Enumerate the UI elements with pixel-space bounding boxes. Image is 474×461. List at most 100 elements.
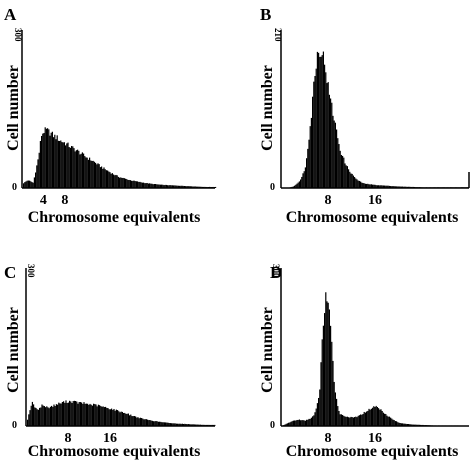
histogram-bar-b <box>320 56 322 188</box>
y-min-label-b: 0 <box>270 182 275 193</box>
histogram-bar-d <box>375 405 377 426</box>
histogram-bar-d <box>320 362 322 426</box>
histogram-bar-c <box>154 421 156 426</box>
histogram-bar-c <box>142 418 144 426</box>
histogram-bar-c <box>121 411 123 426</box>
y-max-label-c: 300 <box>26 264 36 278</box>
histogram-bar-b <box>309 126 311 188</box>
histogram-bar-a <box>24 182 26 188</box>
histogram-bar-a <box>111 173 113 188</box>
histogram-bars-b <box>288 51 470 189</box>
histogram-bar-a <box>182 185 184 188</box>
histogram-bar-c <box>31 401 33 426</box>
x-tick-labels-c: 8 16 <box>65 431 118 446</box>
histogram-bar-b <box>390 186 392 188</box>
histogram-bar-a <box>97 163 99 188</box>
histogram-bar-a <box>122 177 124 188</box>
x-tick-label-a: 8 <box>61 193 68 208</box>
histogram-bar-c <box>48 408 50 426</box>
histogram-bar-d <box>343 415 345 426</box>
histogram-bar-d <box>308 418 310 426</box>
histogram-bar-c <box>111 408 113 426</box>
histogram-bar-d <box>406 424 408 426</box>
histogram-bar-c <box>178 423 180 426</box>
histogram-bar-c <box>115 409 117 426</box>
histogram-bar-d <box>373 406 375 426</box>
histogram-bar-a <box>35 172 37 188</box>
histogram-bar-c <box>189 424 191 426</box>
histogram-bar-c <box>125 413 127 426</box>
histogram-bar-c <box>72 401 74 426</box>
x-tick-label-a: 4 <box>40 193 47 208</box>
histogram-bar-b <box>304 167 306 188</box>
histogram-bar-a <box>183 185 185 188</box>
y-min-label-d: 0 <box>270 420 275 431</box>
histogram-bar-d <box>321 339 323 426</box>
histogram-bar-a <box>86 157 88 188</box>
histogram-bar-d <box>292 420 294 426</box>
histogram-bar-a <box>103 167 105 188</box>
histogram-bar-a <box>127 179 129 188</box>
histogram-bar-c <box>70 401 72 426</box>
histogram-bar-d <box>326 301 328 426</box>
histogram-bar-a <box>191 186 193 188</box>
histogram-bar-b <box>314 76 316 188</box>
histogram-bar-c <box>131 416 133 426</box>
histogram-bar-c <box>123 412 125 426</box>
histogram-bar-b <box>342 155 344 188</box>
histogram-bar-b <box>351 173 353 188</box>
histogram-bar-a <box>90 160 92 188</box>
histogram-bar-b <box>361 182 363 188</box>
histogram-bar-a <box>117 176 119 188</box>
x-axis-title-a: Chromosome equivalents <box>28 209 201 226</box>
histogram-bar-a <box>192 186 194 188</box>
histogram-bar-c <box>177 423 179 426</box>
panel-letter-b: B <box>260 5 271 24</box>
histogram-bar-a <box>32 182 34 188</box>
histogram-bar-c <box>137 417 139 426</box>
histogram-bar-b <box>330 98 332 188</box>
histogram-bar-d <box>411 424 413 426</box>
histogram-bar-c <box>155 420 157 426</box>
histogram-bar-a <box>119 177 121 188</box>
histogram-bar-a <box>151 183 153 188</box>
histogram-bar-b <box>302 173 304 188</box>
histogram-bar-a <box>153 184 155 188</box>
histogram-bar-c <box>57 404 59 426</box>
histogram-bar-c <box>45 407 47 426</box>
histogram-bar-b <box>362 182 364 188</box>
histogram-bar-a <box>180 185 182 188</box>
histogram-bar-a <box>145 183 147 188</box>
histogram-bar-a <box>128 179 130 188</box>
histogram-bar-b <box>391 186 393 188</box>
histogram-bar-a <box>177 185 179 188</box>
histogram-bar-a <box>152 184 154 188</box>
histogram-bar-a <box>107 170 109 188</box>
histogram-bar-c <box>99 405 101 426</box>
histogram-bar-b <box>307 148 309 188</box>
histogram-bar-c <box>120 411 122 426</box>
histogram-bar-a <box>164 184 166 188</box>
histogram-bar-a <box>157 184 159 188</box>
histogram-bar-c <box>33 404 35 426</box>
histogram-bar-a <box>50 132 52 188</box>
histogram-bar-c <box>27 419 29 426</box>
histogram-bar-a <box>188 186 190 188</box>
histogram-bar-d <box>366 411 368 426</box>
y-max-label-a: 300 <box>13 28 23 42</box>
histogram-bar-d <box>351 417 353 426</box>
histogram-bar-b <box>366 183 368 188</box>
histogram-bar-d <box>330 325 332 426</box>
histogram-bar-c <box>28 414 30 426</box>
histogram-bar-c <box>159 421 161 426</box>
histogram-bar-b <box>360 181 362 188</box>
histogram-bar-b <box>396 186 398 188</box>
histogram-bar-a <box>181 185 183 188</box>
histogram-bar-b <box>340 154 342 188</box>
histogram-bar-a <box>125 178 127 188</box>
histogram-bar-d <box>362 414 364 426</box>
histogram-panel-d: D 300 0 Cell number 8 16 Chromosome equiv… <box>259 263 470 460</box>
histogram-bar-c <box>149 420 151 426</box>
histogram-bar-a <box>156 184 158 188</box>
